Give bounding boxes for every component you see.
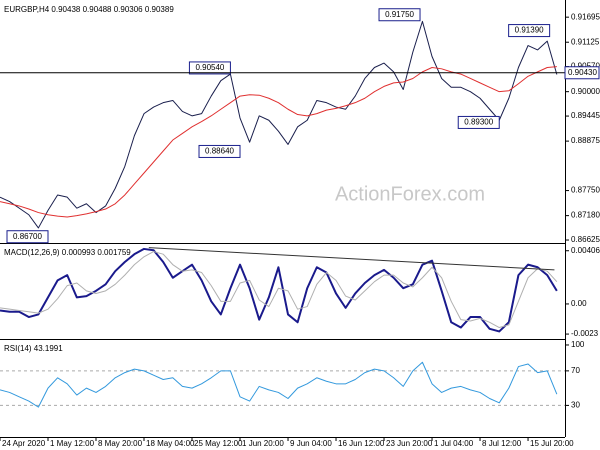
price-label: 0.86700	[13, 232, 42, 241]
y-tick-label: 0.89445	[571, 111, 600, 120]
y-tick-label: 0.00	[571, 299, 587, 308]
x-tick-label: 9 Jun 04:00	[290, 439, 332, 448]
trend-line	[148, 247, 555, 271]
price-label: 0.88640	[205, 147, 234, 156]
x-tick-label: 1 Jul 04:00	[434, 439, 474, 448]
x-tick-label: 15 Jul 20:00	[530, 439, 574, 448]
price-label: 0.91390	[515, 26, 544, 35]
x-tick-label: 23 Jun 20:00	[386, 439, 433, 448]
y-tick-label: 0.87180	[571, 211, 600, 220]
price-label-box	[198, 144, 241, 158]
y-tick-label: 100	[571, 340, 585, 349]
x-tick-label: 24 Apr 2020	[2, 439, 46, 448]
price-label-box	[457, 115, 500, 129]
y-tick-label: 0.004062	[571, 246, 600, 255]
x-tick-label: 1 May 12:00	[50, 439, 95, 448]
panel-title: RSI(14) 43.1991	[4, 344, 63, 353]
price-label-box	[508, 24, 551, 38]
x-tick-label: 1 Jun 20:00	[242, 439, 284, 448]
series-line	[0, 251, 558, 329]
panel-title: MACD(12,26,9) 0.000993 0.001759	[4, 248, 131, 257]
last-price-label: 0.90430	[568, 68, 597, 77]
x-tick-label: 18 May 04:00	[146, 439, 195, 448]
y-tick-label: 0.86625	[571, 235, 600, 244]
price-label: 0.89300	[464, 118, 493, 127]
y-tick-label: 0.88875	[571, 136, 600, 145]
price-label: 0.91750	[385, 10, 414, 19]
price-label-box	[188, 61, 231, 75]
y-tick-label: 30	[571, 401, 580, 410]
series-line	[0, 20, 558, 229]
price-label-box	[378, 8, 421, 22]
series-line	[0, 66, 557, 218]
last-price-box	[564, 66, 600, 80]
price-label-box	[6, 230, 49, 244]
y-tick-label: 0.90570	[571, 62, 600, 71]
x-tick-label: 8 Jul 12:00	[482, 439, 522, 448]
y-tick-label: -0.0023	[571, 329, 599, 338]
x-tick-label: 25 May 12:00	[194, 439, 243, 448]
y-tick-label: 0.87750	[571, 186, 600, 195]
panel-title: EURGBP,H4 0.90438 0.90488 0.90306 0.9038…	[4, 5, 174, 14]
y-tick-label: 0.91125	[571, 37, 600, 46]
price-label: 0.90540	[195, 63, 224, 72]
x-tick-label: 16 Jun 12:00	[338, 439, 385, 448]
y-tick-label: 70	[571, 366, 580, 375]
watermark: ActionForex.com	[335, 183, 485, 205]
series-line	[0, 361, 558, 408]
y-tick-label: 0.90000	[571, 87, 600, 96]
y-tick-label: 0.91695	[571, 12, 600, 21]
x-tick-label: 8 May 20:00	[98, 439, 143, 448]
